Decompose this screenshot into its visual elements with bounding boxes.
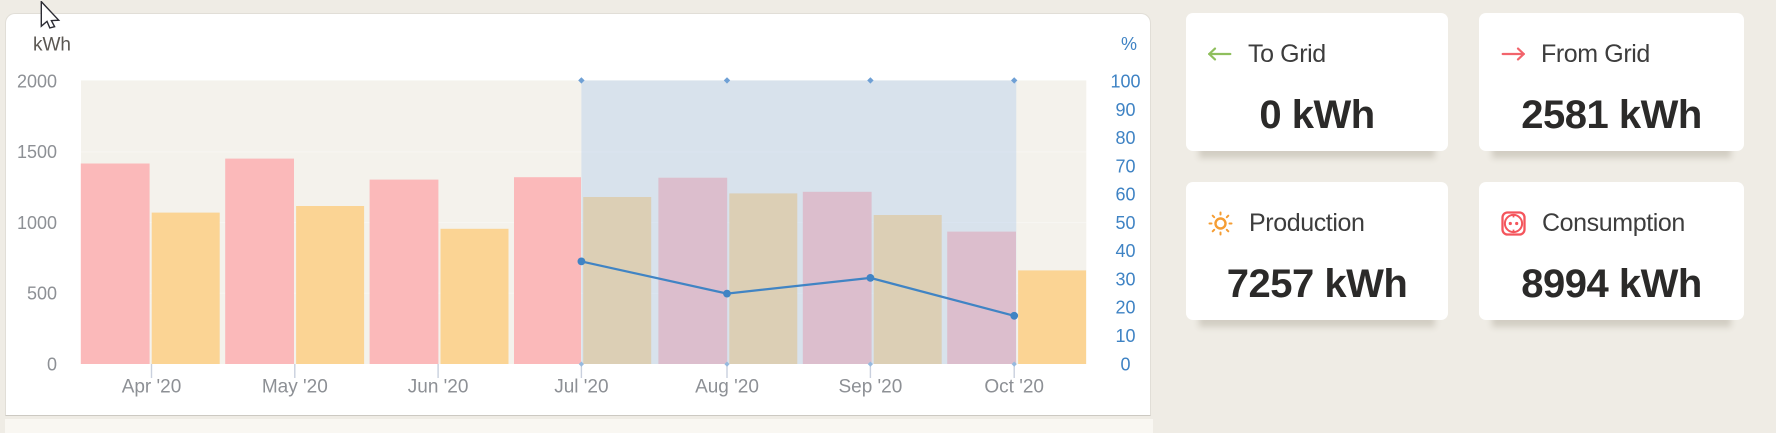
svg-text:Aug '20: Aug '20 (695, 377, 759, 398)
svg-text:90: 90 (1115, 100, 1135, 120)
svg-text:500: 500 (27, 284, 57, 304)
svg-text:80: 80 (1115, 128, 1135, 148)
svg-text:1000: 1000 (17, 213, 57, 233)
svg-text:May '20: May '20 (262, 377, 328, 398)
svg-text:60: 60 (1115, 185, 1135, 205)
svg-text:70: 70 (1115, 156, 1135, 176)
svg-text:kWh: kWh (33, 35, 71, 56)
svg-text:Jun '20: Jun '20 (408, 377, 469, 398)
svg-text:100: 100 (1110, 72, 1140, 92)
svg-text:0: 0 (47, 354, 57, 374)
svg-text:Apr '20: Apr '20 (122, 377, 182, 398)
svg-text:Jul '20: Jul '20 (554, 377, 608, 398)
svg-text:Sep '20: Sep '20 (838, 377, 902, 398)
svg-text:%: % (1121, 34, 1137, 54)
svg-text:50: 50 (1115, 213, 1135, 233)
svg-text:20: 20 (1115, 298, 1135, 318)
svg-text:1500: 1500 (17, 142, 57, 162)
svg-text:10: 10 (1115, 326, 1135, 346)
svg-text:2000: 2000 (17, 72, 57, 92)
svg-text:0: 0 (1120, 354, 1130, 374)
svg-text:Oct '20: Oct '20 (984, 377, 1044, 398)
svg-text:40: 40 (1115, 241, 1135, 261)
svg-text:30: 30 (1115, 270, 1135, 290)
